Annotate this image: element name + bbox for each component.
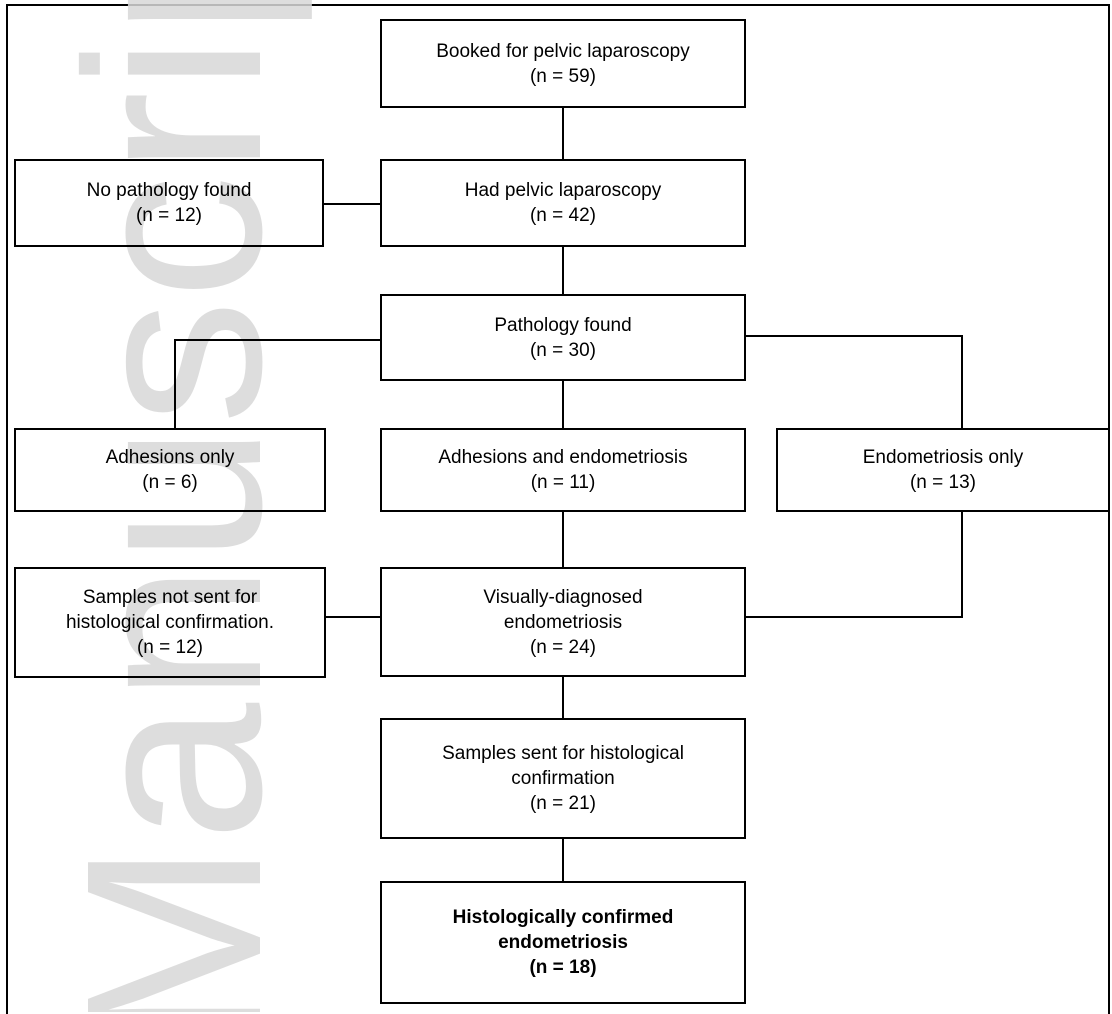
visual-line1: Visually-diagnosed	[483, 586, 643, 608]
sent-count: (n = 21)	[529, 793, 596, 814]
box-adhesions-only: Adhesions only (n = 6)	[14, 428, 326, 512]
no-pathology-count: (n = 12)	[135, 205, 202, 226]
adhesions-label: Adhesions only	[105, 447, 235, 468]
connector-endoonly-visual	[745, 511, 963, 618]
box-histologically-confirmed: Histologically confirmed endometriosis (…	[380, 881, 746, 1004]
visual-line2: endometriosis	[503, 611, 623, 633]
booked-count: (n = 59)	[529, 65, 596, 87]
confirmed-count: (n = 18)	[529, 957, 597, 978]
box-visually-diagnosed: Visually-diagnosed endometriosis (n = 24…	[380, 567, 746, 677]
confirmed-line1: Histologically confirmed	[452, 907, 674, 928]
connector-pathology-endoonly	[745, 335, 963, 428]
had-count: (n = 42)	[529, 205, 596, 226]
pathology-count: (n = 30)	[529, 339, 596, 361]
adh-endo-count: (n = 11)	[530, 472, 596, 493]
sent-line2: confirmation	[511, 768, 615, 789]
connector-pathology-adhesions	[174, 339, 380, 428]
not-sent-count: (n = 12)	[136, 637, 203, 658]
box-pathology-found: Pathology found (n = 30)	[380, 294, 746, 381]
confirmed-line2: endometriosis	[498, 932, 628, 953]
not-sent-line2: histological confirmation.	[65, 612, 275, 633]
box-no-pathology: No pathology found (n = 12)	[14, 159, 324, 247]
box-had-laparoscopy: Had pelvic laparoscopy (n = 42)	[380, 159, 746, 247]
endo-only-count: (n = 13)	[909, 472, 976, 493]
adhesions-count: (n = 6)	[142, 472, 198, 493]
box-samples-sent: Samples sent for histological confirmati…	[380, 718, 746, 839]
pathology-label: Pathology found	[494, 314, 632, 336]
box-adhesions-and-endometriosis: Adhesions and endometriosis (n = 11)	[380, 428, 746, 512]
sent-line1: Samples sent for histological	[442, 743, 684, 764]
no-pathology-label: No pathology found	[86, 180, 252, 201]
box-endometriosis-only: Endometriosis only (n = 13)	[776, 428, 1110, 512]
box-samples-not-sent: Samples not sent for histological confir…	[14, 567, 326, 678]
not-sent-line1: Samples not sent for	[82, 587, 258, 608]
box-booked: Booked for pelvic laparoscopy (n = 59)	[380, 19, 746, 108]
visual-count: (n = 24)	[529, 636, 596, 658]
endo-only-label: Endometriosis only	[862, 447, 1024, 468]
had-label: Had pelvic laparoscopy	[464, 180, 662, 201]
adh-endo-label: Adhesions and endometriosis	[438, 447, 688, 468]
booked-label: Booked for pelvic laparoscopy	[436, 40, 690, 62]
